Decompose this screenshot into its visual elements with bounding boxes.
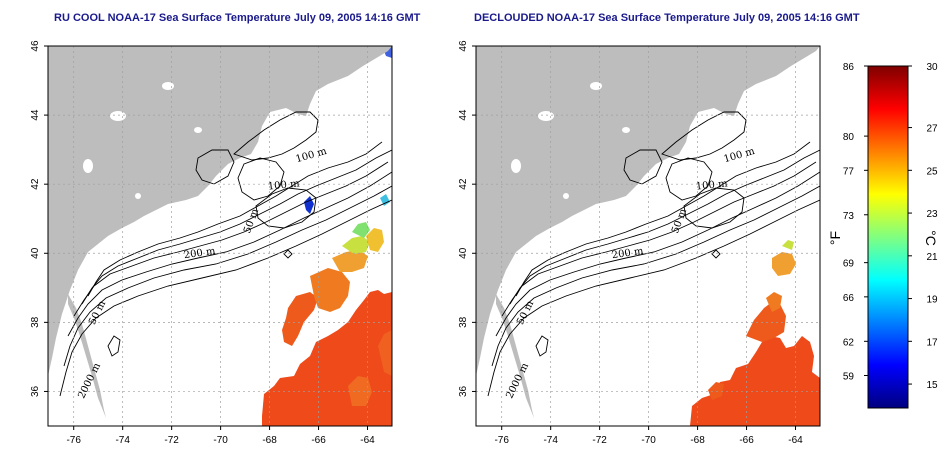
right-map-title: DECLOUDED NOAA-17 Sea Surface Temperatur… [474, 12, 860, 24]
colorbar-gradient [867, 65, 909, 409]
celsius-tick-label: 15 [926, 380, 938, 391]
celsius-tick-label: 23 [926, 209, 938, 220]
lake-shape [538, 111, 554, 121]
lake-shape [135, 193, 141, 199]
longitude-tick-label: -68 [262, 435, 277, 446]
map-frame [47, 45, 393, 427]
latitude-tick-label: 42 [458, 178, 469, 190]
map-frame [475, 45, 821, 427]
lake-shape [530, 263, 542, 269]
temperature-colorbar: 86 80 77 73 69 66 62 59 30 27 25 23 21 19 17 15 °F °C [827, 62, 939, 409]
longitude-tick-label: -70 [213, 435, 228, 446]
longitude-tick-label: -74 [115, 435, 130, 446]
fahrenheit-tick-label: 86 [843, 62, 855, 73]
fahrenheit-tick-label: 66 [843, 293, 855, 304]
celsius-tick-label: 21 [926, 252, 938, 263]
contour-label: 200 m [611, 246, 644, 261]
longitude-tick-label: -72 [164, 435, 179, 446]
longitude-tick-label: -68 [690, 435, 705, 446]
celsius-tick-label: 25 [926, 166, 938, 177]
longitude-tick-label: -64 [788, 435, 803, 446]
latitude-tick-label: 38 [458, 316, 469, 328]
celsius-tick-label: 27 [926, 124, 938, 135]
latitude-tick-label: 46 [458, 40, 469, 52]
longitude-tick-label: -72 [592, 435, 607, 446]
latitude-tick-label: 38 [30, 316, 41, 328]
contour-label: 200 m [183, 246, 216, 261]
fahrenheit-tick-label: 69 [843, 259, 855, 270]
fahrenheit-tick-label: 77 [843, 166, 855, 177]
latitude-tick-label: 40 [30, 247, 41, 259]
graticule [476, 46, 820, 426]
lake-shape [563, 193, 569, 199]
fahrenheit-tick-label: 73 [843, 211, 855, 222]
longitude-tick-label: -66 [311, 435, 326, 446]
celsius-tick-label: 19 [926, 295, 938, 306]
lake-shape [622, 127, 630, 133]
latitude-tick-label: 46 [30, 40, 41, 52]
lake-shape [590, 82, 602, 90]
lake-shape [83, 159, 93, 173]
longitude-tick-label: -64 [360, 435, 375, 446]
left-map-title: RU COOL NOAA-17 Sea Surface Temperature … [54, 12, 421, 24]
contour-label: 100 m [695, 178, 728, 192]
latitude-tick-label: 42 [30, 178, 41, 190]
latitude-tick-label: 36 [30, 385, 41, 397]
fahrenheit-tick-label: 80 [843, 132, 855, 143]
celsius-unit-label: °C [923, 230, 939, 246]
lake-shape [110, 111, 126, 121]
lake-shape [162, 82, 174, 90]
lake-shape [194, 127, 202, 133]
latitude-tick-label: 36 [458, 385, 469, 397]
longitude-tick-label: -76 [66, 435, 81, 446]
longitude-tick-label: -76 [494, 435, 509, 446]
latitude-tick-label: 40 [458, 247, 469, 259]
fahrenheit-tick-label: 62 [843, 337, 855, 348]
celsius-tick-label: 17 [926, 337, 938, 348]
celsius-tick-label: 30 [926, 62, 938, 73]
longitude-tick-label: -74 [543, 435, 558, 446]
longitude-tick-label: -70 [641, 435, 656, 446]
latitude-tick-label: 44 [30, 109, 41, 121]
longitude-tick-label: -66 [739, 435, 754, 446]
lake-shape [511, 159, 521, 173]
fahrenheit-unit-label: °F [827, 231, 843, 245]
contour-label: 100 m [267, 178, 300, 192]
latitude-tick-label: 44 [458, 109, 469, 121]
graticule [48, 46, 392, 426]
fahrenheit-tick-label: 59 [843, 372, 855, 383]
lake-shape [102, 263, 114, 269]
